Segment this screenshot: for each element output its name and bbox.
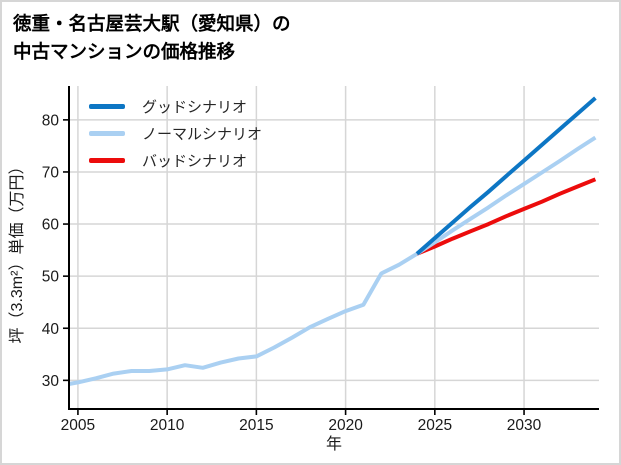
chart-title: 徳重・名古屋芸大駅（愛知県）の 中古マンションの価格推移 <box>13 10 291 66</box>
chart-title-line2: 中古マンションの価格推移 <box>13 41 236 62</box>
x-tick-label: 2030 <box>507 417 542 434</box>
legend-swatch-normal-scenario <box>89 131 125 136</box>
x-axis-label: 年 <box>325 436 342 453</box>
y-tick-label: 70 <box>42 164 60 181</box>
legend-label-bad-scenario: バッドシナリオ <box>142 153 248 170</box>
y-tick-label: 60 <box>42 217 60 234</box>
chart-title-line1: 徳重・名古屋芸大駅（愛知県）の <box>13 13 291 34</box>
series-line-ノーマルシナリオ <box>415 135 597 256</box>
legend-swatch-good-scenario <box>89 104 125 109</box>
chart-legend: グッドシナリオ ノーマルシナリオ バッドシナリオ <box>89 93 262 174</box>
series-line-グッドシナリオ <box>415 96 597 256</box>
x-tick-label: 2010 <box>150 417 185 434</box>
legend-item-normal-scenario: ノーマルシナリオ <box>89 120 262 147</box>
y-tick-label: 30 <box>42 373 60 390</box>
x-tick-label: 2015 <box>239 417 273 434</box>
y-tick-label: 50 <box>42 269 60 286</box>
y-tick-label: 40 <box>42 321 60 338</box>
legend-label-normal-scenario: ノーマルシナリオ <box>142 126 263 143</box>
x-tick-label: 2005 <box>61 417 95 434</box>
legend-item-good-scenario: グッドシナリオ <box>89 93 262 120</box>
legend-swatch-bad-scenario <box>89 158 125 163</box>
legend-label-good-scenario: グッドシナリオ <box>142 99 248 116</box>
legend-item-bad-scenario: バッドシナリオ <box>89 147 262 174</box>
series-line-バッドシナリオ <box>416 177 597 256</box>
series-line-history <box>68 252 419 386</box>
y-axis-label: 坪（3.3m²）単価（万円） <box>9 158 26 344</box>
y-tick-label: 80 <box>42 112 60 129</box>
x-tick-label: 2020 <box>328 417 363 434</box>
x-tick-label: 2025 <box>418 417 452 434</box>
